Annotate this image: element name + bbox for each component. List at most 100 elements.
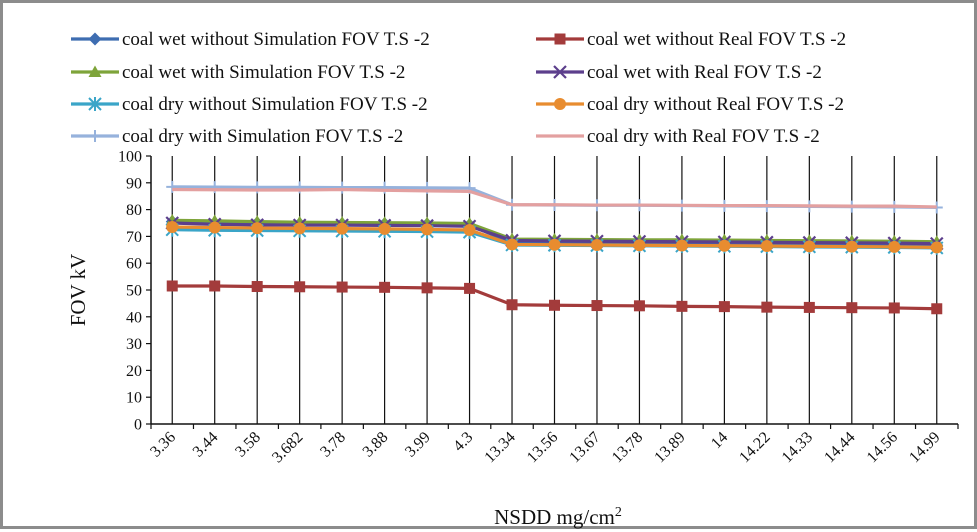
y-tick-label: 90 [126,175,142,192]
data-point [803,240,816,253]
data-point [676,300,688,312]
x-axis: 3.36 3.44 3.58 3.682 3.78 3.88 3.99 4.3 13.34 13.… [147,423,959,466]
legend-swatch-marker [554,98,566,110]
data-point [761,301,773,313]
data-point [293,222,306,235]
x-axis-label-superscript: 2 [615,505,622,520]
series-8 [172,187,937,209]
legend-item: coal dry without Simulation FOV T.S -2 [71,94,428,115]
legend-label: coal wet without Simulation FOV T.S -2 [122,29,430,50]
x-tick-label: 3.36 [147,429,179,461]
legend-item: coal wet with Real FOV T.S -2 [536,62,822,83]
data-point [379,281,391,293]
x-tick-label: 3.88 [360,429,392,461]
legend-item: coal wet with Simulation FOV T.S -2 [71,62,405,83]
grid-lines [171,156,938,424]
x-tick-label: 3.682 [269,429,306,466]
x-tick-label: 13.34 [481,429,518,466]
legend: coal wet without Simulation FOV T.S -2 co… [71,29,846,147]
data-point [888,240,901,253]
data-point [208,221,221,234]
x-tick-label: 14.99 [906,429,943,466]
y-axis: 0 10 20 30 40 50 60 70 80 90 100 [118,149,152,434]
line-chart: coal wet without Simulation FOV T.S -2 co… [66,29,959,529]
data-point [294,281,306,293]
data-point [590,238,603,251]
y-tick-label: 0 [134,417,142,434]
legend-label: coal dry with Real FOV T.S -2 [587,126,820,147]
legend-label: coal dry with Simulation FOV T.S -2 [122,126,403,147]
x-tick-label: 14.33 [779,429,816,466]
x-tick-label: 13.67 [566,429,603,466]
data-point [166,280,178,292]
data-point [464,282,476,294]
legend-label: coal wet without Real FOV T.S -2 [587,29,846,50]
data-point [846,302,858,314]
x-tick-label: 3.44 [190,429,222,461]
data-point [506,238,519,251]
legend-swatch-marker [88,65,102,77]
y-tick-label: 80 [126,202,142,219]
data-point [548,238,561,251]
x-tick-label: 4.3 [450,429,476,455]
plot-area [165,156,944,424]
x-tick-label: 14.56 [864,429,901,466]
data-point [675,239,688,252]
data-point [633,300,645,312]
data-point [803,301,815,313]
x-tick-label: 3.58 [232,429,264,461]
y-tick-label: 70 [126,229,142,246]
data-point [378,222,391,235]
data-point [421,282,433,294]
y-tick-label: 30 [126,336,142,353]
data-point [336,281,348,293]
x-tick-label: 3.99 [402,429,434,461]
legend-label: coal wet with Simulation FOV T.S -2 [122,62,405,83]
x-axis-label: NSDD mg/cm2 [494,505,622,529]
data-point [336,222,349,235]
data-point [506,299,518,311]
y-tick-label: 40 [126,309,142,326]
y-tick-label: 60 [126,256,142,273]
x-axis-label-base: NSDD mg/cm [494,505,615,529]
y-tick-label: 100 [118,149,142,166]
data-point [251,222,264,235]
x-tick-label: 13.78 [609,429,646,466]
legend-item: coal dry without Real FOV T.S -2 [536,94,844,115]
data-point [549,299,560,311]
data-point [209,280,221,292]
data-point [421,223,434,236]
legend-swatch-marker [553,65,567,79]
legend-label: coal dry without Real FOV T.S -2 [587,94,844,115]
data-point [633,239,646,252]
legend-item: coal wet without Simulation FOV T.S -2 [71,29,430,50]
data-point [845,240,858,253]
series-line [172,187,937,209]
legend-item: coal wet without Real FOV T.S -2 [536,29,846,50]
series-2 [166,280,943,315]
series-6 [166,221,943,254]
x-tick-label: 13.89 [651,429,688,466]
data-point [888,302,900,314]
legend-label: coal dry without Simulation FOV T.S -2 [122,94,428,115]
data-point [251,281,263,293]
y-tick-label: 50 [126,283,142,300]
y-axis-label: FOV kV [66,254,90,327]
x-tick-label: 13.56 [524,429,561,466]
legend-swatch-marker [89,130,101,142]
data-point [591,300,603,312]
data-point [718,239,731,252]
legend-item: coal dry with Real FOV T.S -2 [536,126,820,147]
x-tick-label: 3.78 [317,429,349,461]
legend-swatch-marker [88,32,102,46]
series-group [165,180,944,315]
y-tick-label: 10 [126,390,142,407]
x-tick-label: 14 [708,429,731,452]
data-point [931,303,943,315]
x-tick-label: 14.22 [736,429,773,466]
data-point [463,223,476,236]
y-tick-label: 20 [126,363,142,380]
data-point [760,240,773,253]
data-point [336,181,349,194]
